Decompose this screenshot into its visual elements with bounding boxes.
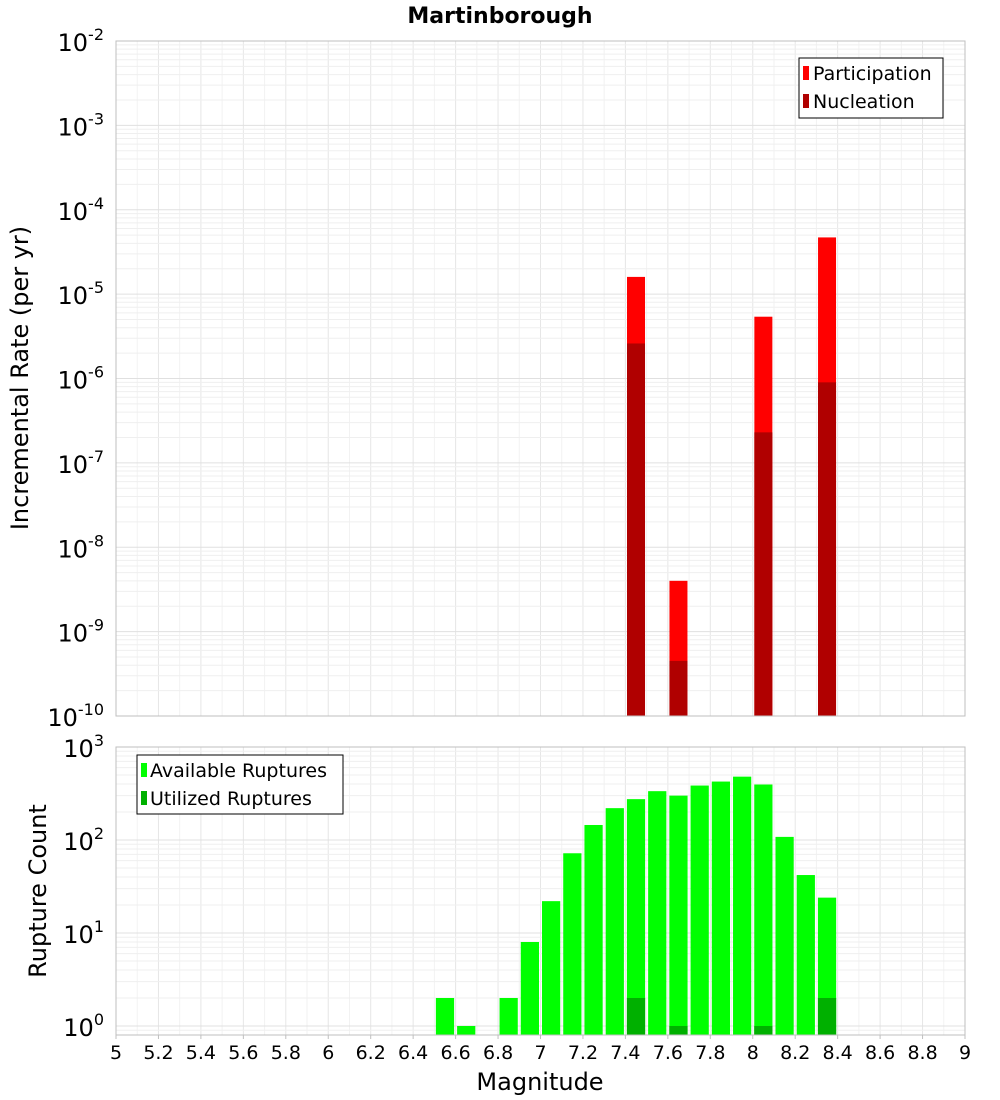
y-tick-label: 103 bbox=[63, 731, 104, 763]
available-ruptures-bar bbox=[775, 836, 794, 1035]
x-tick-label: 8.2 bbox=[780, 1042, 810, 1064]
x-tick-label: 7.6 bbox=[653, 1042, 683, 1064]
available-ruptures-bar bbox=[542, 901, 561, 1035]
available-ruptures-bar bbox=[626, 799, 646, 1035]
y-tick-label: 10-6 bbox=[58, 363, 105, 395]
y-tick-label: 10-8 bbox=[58, 531, 105, 563]
x-tick-label: 6.2 bbox=[356, 1042, 386, 1064]
top-plot-frame bbox=[115, 40, 966, 717]
bottom-legend-box bbox=[136, 754, 344, 815]
available-ruptures-bar bbox=[648, 791, 667, 1035]
available-legend-swatch bbox=[141, 763, 147, 777]
x-tick-label: 7 bbox=[534, 1042, 546, 1064]
available-ruptures-bar bbox=[796, 875, 815, 1035]
top-legend: Participation Nucleation bbox=[798, 57, 944, 119]
y-tick-label: 10-4 bbox=[58, 194, 105, 226]
chart-title: Martinborough bbox=[407, 4, 592, 29]
x-tick-labels: 5 5.2 5.4 5.6 5.8 6 6.2 6.4 6.6 6.8 7 7.2 7.4 7.6 7.8 8… bbox=[110, 1035, 971, 1064]
top-grid bbox=[115, 41, 966, 717]
y-tick-label: 101 bbox=[63, 917, 104, 949]
top-plot: 10-10 10-9 10-8 10-7 10-6 10-5 10-4 10-3 10-2 In… bbox=[6, 25, 966, 732]
utilized-ruptures-bar bbox=[626, 997, 646, 1035]
available-legend-label: Available Ruptures bbox=[150, 760, 327, 782]
x-tick-label: 7.8 bbox=[695, 1042, 725, 1064]
y-tick-label: 10-10 bbox=[47, 700, 104, 732]
x-tick-label: 7.4 bbox=[610, 1042, 640, 1064]
top-legend-box bbox=[798, 57, 944, 119]
available-ruptures-bar bbox=[754, 784, 773, 1035]
participation-legend-swatch bbox=[803, 66, 809, 80]
available-ruptures-bar bbox=[690, 785, 709, 1035]
x-tick-label: 8.4 bbox=[823, 1042, 853, 1064]
x-tick-label: 7.2 bbox=[568, 1042, 598, 1064]
bottom-y-axis-label: Rupture Count bbox=[24, 804, 52, 978]
nucleation-bar bbox=[818, 382, 837, 716]
available-ruptures-bar bbox=[457, 1025, 476, 1035]
x-tick-label: 5.4 bbox=[186, 1042, 216, 1064]
available-ruptures-bar bbox=[499, 997, 518, 1035]
available-ruptures-bar bbox=[605, 808, 624, 1035]
top-y-tick-labels: 10-10 10-9 10-8 10-7 10-6 10-5 10-4 10-3 10-2 bbox=[47, 25, 104, 732]
x-tick-label: 6.6 bbox=[440, 1042, 470, 1064]
y-tick-label: 102 bbox=[63, 824, 104, 856]
x-tick-label: 8 bbox=[747, 1042, 759, 1064]
bottom-y-tick-labels: 100 101 102 103 bbox=[63, 731, 104, 1042]
available-ruptures-bar bbox=[733, 776, 752, 1035]
top-bars bbox=[627, 237, 837, 716]
x-tick-label: 5.2 bbox=[143, 1042, 173, 1064]
y-tick-label: 10-5 bbox=[58, 278, 105, 310]
y-tick-label: 10-3 bbox=[58, 109, 105, 141]
bottom-legend: Available Ruptures Utilized Ruptures bbox=[136, 754, 344, 815]
nucleation-legend-swatch bbox=[803, 94, 809, 108]
bottom-bars bbox=[435, 776, 837, 1035]
available-ruptures-bar bbox=[520, 942, 539, 1035]
utilized-legend-swatch bbox=[141, 791, 147, 805]
y-tick-label: 10-9 bbox=[58, 616, 105, 648]
nucleation-bar bbox=[669, 660, 688, 716]
nucleation-bar bbox=[754, 432, 773, 716]
utilized-ruptures-bar bbox=[817, 997, 837, 1035]
x-axis-label: Magnitude bbox=[476, 1068, 603, 1096]
x-tick-label: 6.4 bbox=[398, 1042, 428, 1064]
y-tick-label: 10-2 bbox=[58, 25, 105, 57]
utilized-ruptures-bar bbox=[754, 1025, 773, 1035]
x-tick-label: 8.8 bbox=[907, 1042, 937, 1064]
x-tick-label: 5.8 bbox=[271, 1042, 301, 1064]
x-tick-label: 6.8 bbox=[483, 1042, 513, 1064]
available-ruptures-bar bbox=[584, 824, 603, 1035]
nucleation-bar bbox=[627, 343, 646, 716]
available-ruptures-bar bbox=[711, 781, 731, 1035]
participation-legend-label: Participation bbox=[813, 63, 932, 85]
y-tick-label: 10-7 bbox=[58, 447, 105, 479]
available-ruptures-bar bbox=[669, 795, 688, 1035]
utilized-legend-label: Utilized Ruptures bbox=[150, 788, 312, 810]
x-tick-label: 5 bbox=[110, 1042, 122, 1064]
available-ruptures-bar bbox=[563, 853, 582, 1035]
top-y-axis-label: Incremental Rate (per yr) bbox=[6, 226, 34, 530]
utilized-ruptures-bar bbox=[669, 1025, 688, 1035]
y-tick-label: 100 bbox=[63, 1010, 104, 1042]
bottom-plot: 100 101 102 103 5 5.2 5.4 5.6 5.8 6 6.2 6.4 6.6 6.8 7… bbox=[24, 731, 971, 1096]
available-ruptures-bar bbox=[435, 997, 455, 1035]
nucleation-legend-label: Nucleation bbox=[813, 91, 915, 113]
x-tick-label: 9 bbox=[959, 1042, 971, 1064]
x-tick-label: 6 bbox=[322, 1042, 334, 1064]
x-tick-label: 8.6 bbox=[865, 1042, 895, 1064]
x-tick-label: 5.6 bbox=[228, 1042, 258, 1064]
